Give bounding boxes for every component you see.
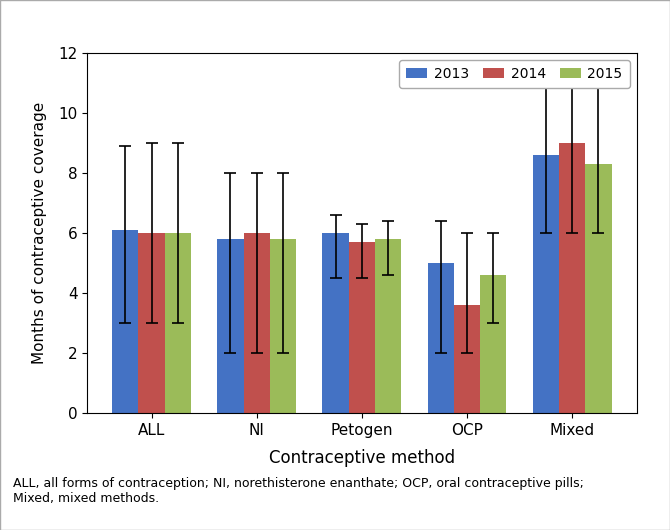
Text: ALL, all forms of contraception; NI, norethisterone enanthate; OCP, oral contrac: ALL, all forms of contraception; NI, nor… — [13, 477, 584, 505]
Bar — [165, 233, 191, 413]
Bar — [217, 239, 243, 413]
Bar — [375, 239, 401, 413]
Bar — [270, 239, 296, 413]
Bar — [480, 275, 507, 413]
Bar — [533, 155, 559, 413]
Bar — [322, 233, 348, 413]
X-axis label: Contraceptive method: Contraceptive method — [269, 449, 455, 467]
Bar — [559, 143, 585, 413]
Bar — [585, 164, 612, 413]
Bar — [139, 233, 165, 413]
Bar — [112, 230, 139, 413]
Bar — [454, 305, 480, 413]
Legend: 2013, 2014, 2015: 2013, 2014, 2015 — [399, 60, 630, 88]
Bar — [427, 263, 454, 413]
Bar — [243, 233, 270, 413]
Bar — [348, 242, 375, 413]
Y-axis label: Months of contraceptive coverage: Months of contraceptive coverage — [32, 102, 47, 364]
